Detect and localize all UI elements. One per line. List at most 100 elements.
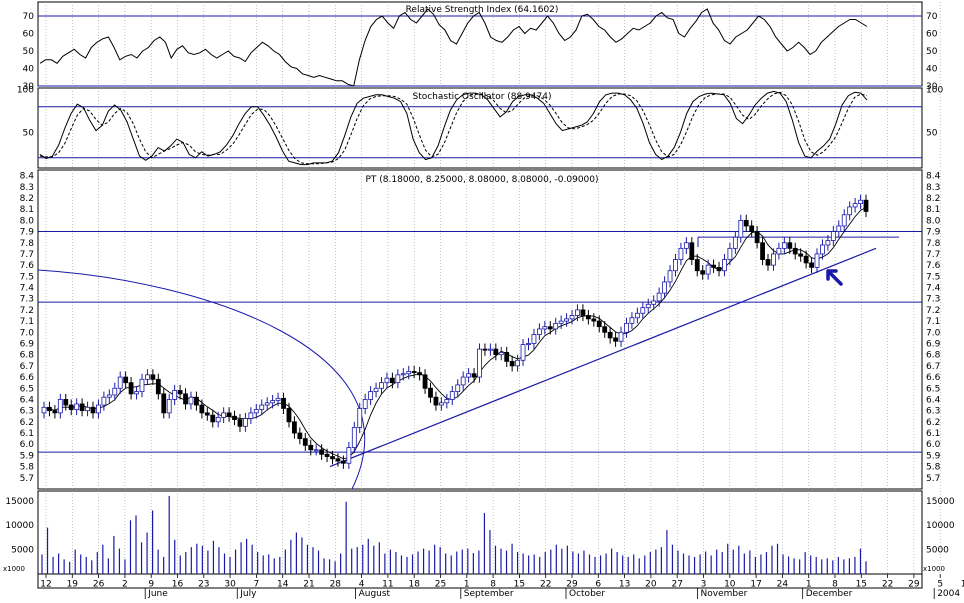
price-tick-left: 6.2 xyxy=(20,418,34,428)
day-tick-label: 8 xyxy=(832,580,838,590)
candle-up xyxy=(221,412,227,418)
month-label: October xyxy=(569,589,605,599)
candle-down xyxy=(471,373,477,378)
candle-down xyxy=(493,348,499,356)
candle-down xyxy=(232,415,237,421)
candle-up xyxy=(313,449,319,452)
candle-down xyxy=(422,374,428,389)
price-tick-left: 7.2 xyxy=(20,306,34,316)
price-tick-right: 8.3 xyxy=(926,183,940,193)
candle-up xyxy=(564,318,569,322)
stochastic-d-line xyxy=(39,91,868,165)
price-tick-left: 6.4 xyxy=(20,395,35,405)
month-label: September xyxy=(464,589,514,599)
price-tick-left: 5.9 xyxy=(20,451,35,461)
candle-up xyxy=(515,359,521,367)
time-axis-frame xyxy=(37,573,923,589)
stochastic-tick-left: 100 xyxy=(17,86,34,96)
rsi-tick-left: 30 xyxy=(23,82,35,92)
candle-up xyxy=(275,397,281,401)
candle-up xyxy=(776,247,782,255)
candle-up xyxy=(558,320,564,324)
price-tick-right: 5.8 xyxy=(926,463,941,473)
day-tick-label: 21 xyxy=(303,580,314,590)
candle-down xyxy=(47,406,52,412)
candle-up xyxy=(41,406,47,414)
volume-unit-left: x1000 xyxy=(3,565,25,573)
candle-down xyxy=(302,438,308,446)
candle-down xyxy=(504,352,510,362)
price-tick-left: 7.1 xyxy=(20,317,34,327)
price-tick-left: 6.8 xyxy=(20,351,35,361)
candle-up xyxy=(384,377,390,384)
day-tick-label: 22 xyxy=(882,580,893,590)
day-tick-label: 18 xyxy=(408,580,420,590)
price-tick-right: 8.4 xyxy=(926,172,941,182)
price-tick-right: 5.7 xyxy=(926,474,940,484)
candle-up xyxy=(243,418,248,427)
candle-up xyxy=(455,384,461,393)
day-tick-label: 6 xyxy=(595,580,601,590)
price-tick-left: 6.5 xyxy=(20,384,34,394)
candle-down xyxy=(580,309,586,316)
price-tick-left: 8.3 xyxy=(20,183,34,193)
candle-down xyxy=(335,458,341,462)
price-tick-right: 6.1 xyxy=(926,429,940,439)
candle-up xyxy=(814,253,820,268)
day-tick-label: 13 xyxy=(619,580,630,590)
moving-average-line xyxy=(43,207,867,460)
candle-up xyxy=(618,331,624,342)
stochastic-k-line xyxy=(39,90,868,166)
candle-down xyxy=(787,242,793,249)
candle-up xyxy=(74,403,80,410)
day-tick-label: 30 xyxy=(224,580,236,590)
price-tick-right: 8.0 xyxy=(926,216,941,226)
price-tick-left: 5.8 xyxy=(20,463,35,473)
day-tick-label: 8 xyxy=(490,580,496,590)
stochastic-title: Stochastic Oscillator (88.9474) xyxy=(412,92,551,102)
candle-up xyxy=(188,396,194,405)
candle-up xyxy=(536,328,542,335)
price-tick-left: 5.7 xyxy=(20,474,34,484)
candle-down xyxy=(689,242,695,260)
rsi-tick-right: 40 xyxy=(926,65,938,75)
candle-up xyxy=(781,242,787,249)
candle-down xyxy=(128,382,134,395)
price-tick-left: 6.6 xyxy=(20,373,35,383)
candle-up xyxy=(662,281,667,294)
candle-down xyxy=(150,374,156,380)
price-tick-right: 7.8 xyxy=(926,239,941,249)
candle-up xyxy=(683,242,689,249)
candle-up xyxy=(645,303,651,309)
candle-down xyxy=(585,315,591,320)
rsi-panel: Relative Strength Index (64.1602) 30 30 40… xyxy=(23,5,938,92)
candle-up xyxy=(346,447,352,464)
day-tick-label: 20 xyxy=(645,580,657,590)
candle-down xyxy=(297,432,303,440)
volume-panel: x1000 x1000 5000 5000 10000 10000 15000 15000 xyxy=(3,495,955,574)
month-label: November xyxy=(701,589,748,599)
price-tick-right: 6.7 xyxy=(926,362,940,372)
candle-up xyxy=(678,247,684,260)
rsi-tick-left: 70 xyxy=(23,12,35,22)
candle-down xyxy=(183,393,188,405)
candle-up xyxy=(444,399,450,404)
candle-up xyxy=(722,259,727,272)
candle-up xyxy=(858,199,863,204)
candle-up xyxy=(96,404,101,414)
price-tick-left: 8.4 xyxy=(20,172,35,182)
day-tick-label: 2 xyxy=(122,580,128,590)
candle-down xyxy=(716,266,722,272)
rsi-tick-right: 70 xyxy=(926,12,938,22)
candle-down xyxy=(749,225,755,232)
candle-up xyxy=(520,344,526,361)
day-tick-label: 1 xyxy=(464,580,470,590)
candle-down xyxy=(199,404,205,414)
candle-up xyxy=(139,378,145,393)
candle-down xyxy=(324,453,330,457)
candle-up xyxy=(438,402,444,406)
candle-up xyxy=(477,348,482,378)
day-tick-label: 12 xyxy=(961,580,964,590)
day-tick-label: 15 xyxy=(856,580,867,590)
